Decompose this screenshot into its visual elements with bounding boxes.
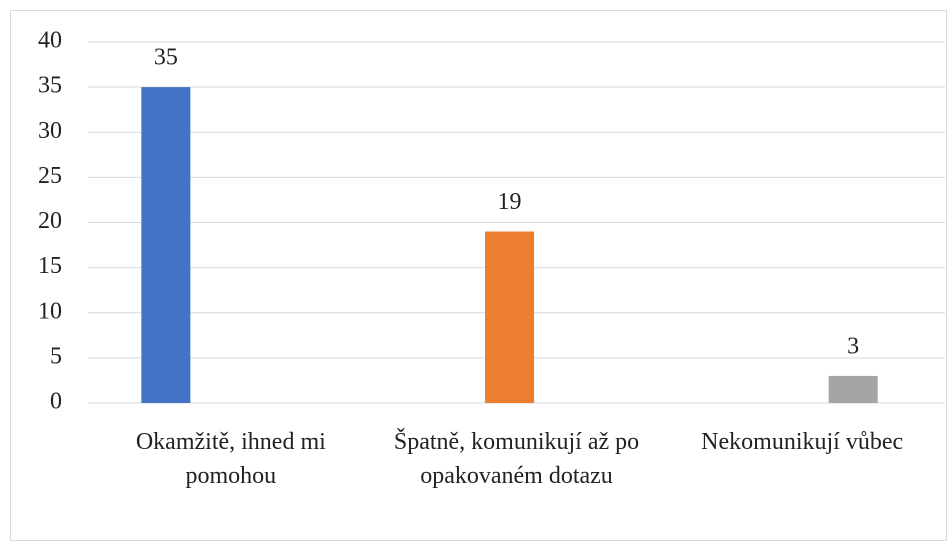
x-tick-label: Špatně, komunikují až po opakovaném dota… — [393, 429, 640, 489]
y-tick-label: 40 — [38, 28, 62, 54]
y-tick-label: 30 — [38, 118, 62, 144]
bar — [485, 231, 534, 403]
data-label: 35 — [154, 45, 178, 71]
data-label: 3 — [847, 333, 859, 359]
bar — [141, 87, 191, 403]
y-tick-label: 10 — [38, 298, 62, 324]
y-tick-label: 15 — [38, 253, 62, 279]
chart-border — [10, 10, 947, 541]
y-tick-label: 5 — [50, 343, 62, 369]
data-label: 19 — [498, 189, 522, 215]
x-tick-label: Nekomunikují vůbec — [701, 429, 904, 455]
y-tick-label: 25 — [38, 163, 62, 189]
x-tick-label: Okamžitě, ihned mi pomohou — [135, 429, 326, 489]
bar — [828, 375, 878, 403]
y-tick-label: 35 — [38, 73, 62, 99]
y-tick-label: 20 — [38, 208, 62, 234]
y-tick-label: 0 — [50, 389, 62, 415]
